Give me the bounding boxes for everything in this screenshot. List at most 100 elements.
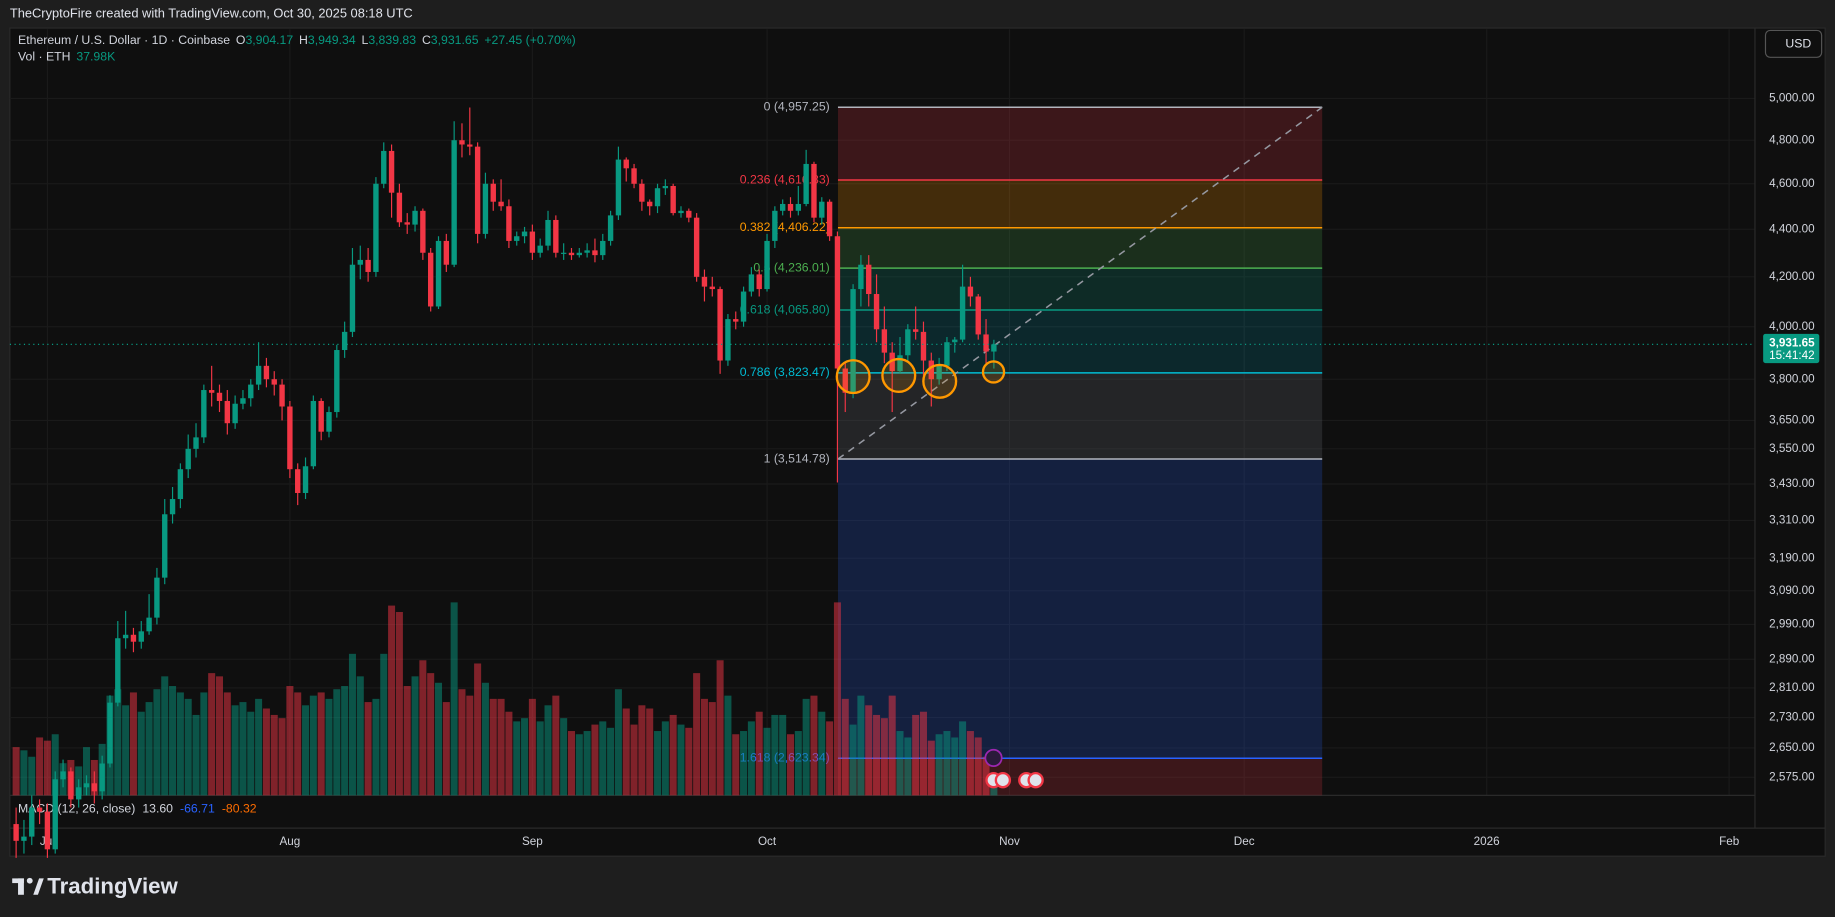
- volume-bar: [481, 682, 489, 796]
- candle-body: [443, 240, 450, 265]
- candle-body: [404, 222, 410, 225]
- candle-body: [193, 437, 199, 449]
- volume-bar: [763, 727, 771, 796]
- event-icon: [994, 771, 1012, 789]
- currency-button[interactable]: [1764, 29, 1823, 58]
- volume-bar: [630, 724, 638, 796]
- volume-bar: [505, 711, 513, 796]
- candle-body: [68, 771, 74, 800]
- candle-body: [138, 631, 144, 642]
- candle-body: [623, 159, 629, 169]
- volume-bar: [497, 698, 505, 796]
- candle-body: [647, 201, 653, 207]
- candle-body: [795, 203, 802, 211]
- candle-body: [787, 203, 794, 211]
- candle-body: [631, 168, 637, 184]
- candle-body: [944, 342, 950, 366]
- candle-body: [764, 240, 770, 290]
- volume-bar: [278, 718, 286, 796]
- volume-bar: [419, 660, 427, 796]
- candle-body: [873, 294, 880, 330]
- candle-body: [991, 344, 997, 352]
- candle-body: [514, 236, 520, 241]
- candle-body: [654, 188, 661, 207]
- x-tick-label: Aug: [279, 835, 300, 848]
- candle-body: [279, 384, 285, 407]
- candle-body: [177, 469, 184, 500]
- volume-bar: [317, 692, 325, 796]
- volume-bar: [951, 737, 959, 796]
- y-tick-label: 4,000.00: [1769, 320, 1815, 333]
- candle-body: [310, 400, 317, 467]
- candle-body: [99, 763, 105, 792]
- logo: [12, 877, 44, 895]
- volume-bar: [607, 727, 615, 796]
- volume-bar: [528, 698, 536, 796]
- candle-body: [490, 183, 496, 202]
- volume-bar: [755, 711, 763, 796]
- candle-body: [920, 331, 927, 361]
- candle-body: [866, 264, 872, 295]
- volume-bar: [685, 727, 693, 796]
- symbol-legend: Ethereum / U.S. Dollar · 1D · Coinbase O3…: [18, 33, 576, 47]
- volume-bar: [333, 689, 341, 796]
- volume-bar: [395, 612, 403, 796]
- fib-zone: [837, 268, 1323, 311]
- candle-body: [482, 183, 489, 234]
- candle-body: [302, 466, 309, 493]
- candle-body: [115, 638, 121, 703]
- candle-body: [600, 240, 606, 256]
- volume-bar: [661, 721, 669, 796]
- volume-bar: [294, 692, 302, 796]
- currency[interactable]: USD: [1785, 37, 1811, 51]
- candle-body: [975, 296, 981, 335]
- volume-bar: [896, 731, 904, 796]
- volume-bar: [849, 724, 857, 796]
- volume-bar: [309, 695, 317, 796]
- volume-bar: [200, 692, 208, 796]
- ohlc-value: 3,839.83: [368, 33, 416, 47]
- x-tick-label: Feb: [1719, 835, 1740, 848]
- fib-label: 0.786 (3,823.47): [740, 365, 830, 379]
- highlight-circle: [922, 363, 958, 399]
- volume-bar: [724, 695, 732, 796]
- volume-bar: [364, 702, 372, 796]
- volume-bar: [974, 737, 982, 796]
- volume-bar: [747, 721, 755, 796]
- volume-bar: [638, 705, 646, 796]
- volume-bar: [794, 731, 802, 796]
- volume-bar: [215, 676, 223, 796]
- volume-bar: [450, 602, 458, 796]
- candle-body: [263, 365, 270, 380]
- candle-body: [905, 329, 911, 356]
- candle-body: [169, 499, 176, 515]
- fib-zone: [837, 459, 1323, 759]
- volume-bar: [614, 689, 622, 796]
- volume-bar: [771, 714, 779, 796]
- y-tick-label: 2,990.00: [1769, 618, 1815, 631]
- volume-bar: [208, 673, 216, 796]
- ohlc-value: 3,931.65: [431, 33, 479, 47]
- x-tick-label: Oct: [758, 835, 777, 848]
- candle-body: [240, 398, 246, 404]
- volume-bar: [286, 685, 294, 796]
- symbol: Ethereum / U.S. Dollar · 1D · Coinbase: [18, 33, 230, 47]
- volume-bar: [239, 702, 247, 796]
- volume-bar: [873, 714, 881, 796]
- volume-bar: [982, 756, 990, 796]
- candle-body: [76, 787, 82, 800]
- event-icon: [1027, 771, 1044, 789]
- volume-bar: [427, 673, 435, 796]
- volume-bar: [466, 695, 474, 796]
- candle-body: [21, 836, 27, 841]
- candle-body: [779, 203, 786, 211]
- volume-bar: [904, 737, 912, 796]
- y-tick-label: 3,310.00: [1769, 514, 1815, 527]
- volume-bar: [833, 602, 841, 796]
- volume-bar: [802, 698, 810, 796]
- volume-bar: [28, 756, 36, 796]
- candle-body: [592, 250, 598, 256]
- candle-body: [201, 390, 207, 438]
- volume-bar: [536, 721, 544, 796]
- fib-label: 0.618 (4,065.80): [740, 302, 830, 316]
